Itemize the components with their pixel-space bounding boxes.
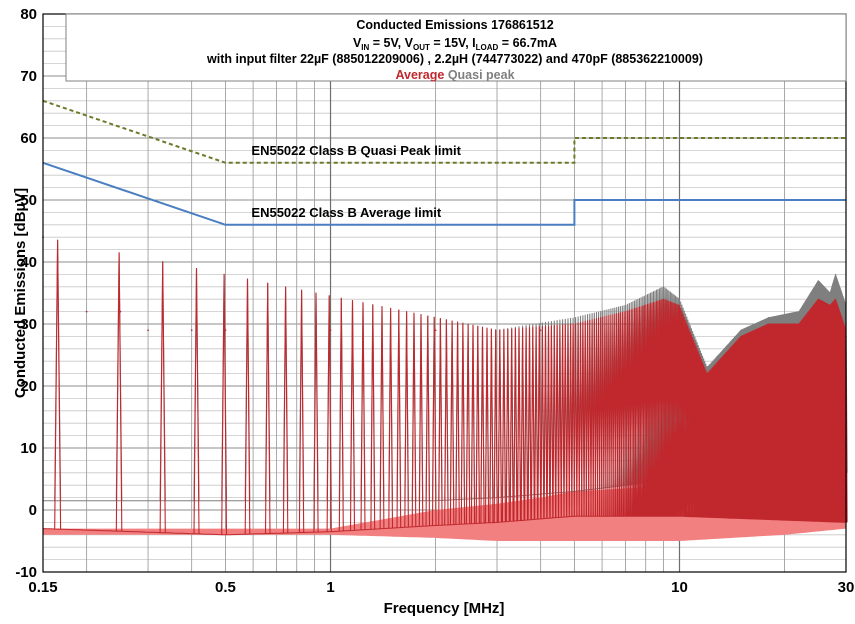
chart-subtitle-filter: with input filter 22µF (885012209006) , … bbox=[206, 52, 703, 66]
series-peak-point bbox=[767, 317, 770, 319]
series-peak-point bbox=[119, 310, 122, 313]
y-tick-label: 50 bbox=[20, 192, 37, 209]
y-axis-title: Conducted Emissions [dBµV] bbox=[12, 188, 29, 398]
limit-label: EN55022 Class B Quasi Peak limit bbox=[251, 143, 461, 158]
y-tick-label: 0 bbox=[29, 502, 37, 519]
series-peak-point bbox=[539, 329, 542, 332]
series-peak-point bbox=[539, 323, 542, 325]
y-tick-label: 70 bbox=[20, 68, 37, 85]
series-peak-point bbox=[678, 310, 681, 313]
series-peak-point bbox=[767, 323, 770, 325]
limit-label: EN55022 Class B Average limit bbox=[251, 205, 441, 220]
series-peak-point bbox=[224, 329, 227, 332]
y-tick-label: 30 bbox=[20, 316, 37, 333]
series-peak-point bbox=[85, 310, 88, 313]
series-peak-point bbox=[190, 329, 193, 332]
legend: Average Quasi peak bbox=[395, 68, 514, 82]
series-peak-point bbox=[662, 304, 665, 307]
series-peak-point bbox=[740, 341, 742, 344]
legend-average: Average bbox=[395, 68, 444, 82]
y-tick-label: 60 bbox=[20, 130, 37, 147]
x-tick-label: 1 bbox=[326, 579, 334, 596]
series-peak-point bbox=[434, 329, 437, 332]
x-tick-label: 0.5 bbox=[215, 579, 236, 596]
series-peak-point bbox=[624, 323, 627, 325]
x-tick-label: 10 bbox=[671, 579, 688, 596]
y-tick-label: 20 bbox=[20, 378, 37, 395]
series-floor-line bbox=[42, 515, 847, 536]
chart-title: Conducted Emissions 176861512 bbox=[356, 18, 553, 32]
x-tick-label: 0.15 bbox=[28, 579, 57, 596]
series-harmonic-spikes bbox=[54, 239, 848, 535]
y-tick-label: -10 bbox=[15, 564, 37, 581]
series-average bbox=[42, 236, 848, 536]
title-box bbox=[65, 13, 847, 82]
series-peak-point bbox=[706, 385, 708, 387]
y-tick-label: 10 bbox=[20, 440, 37, 457]
limit-line bbox=[42, 99, 846, 164]
x-tick-label: 30 bbox=[838, 579, 855, 596]
limit-line bbox=[42, 161, 846, 226]
y-tick-label: 80 bbox=[20, 6, 37, 23]
chart-subtitle-conditions: VIN = 5V, VOUT = 15V, ILOAD = 66.7mA bbox=[353, 36, 557, 52]
limit-lines: EN55022 Class B Quasi Peak limit EN55022 … bbox=[42, 99, 846, 226]
series-peak-point bbox=[817, 317, 820, 319]
y-tick-label: 40 bbox=[20, 254, 37, 271]
series-peak-point bbox=[147, 329, 149, 332]
legend-quasi-peak: Quasi peak bbox=[448, 68, 515, 82]
x-axis-title: Frequency [MHz] bbox=[384, 600, 505, 617]
series-peak-point bbox=[329, 329, 332, 332]
series-layer bbox=[42, 236, 848, 536]
tick-labels: -10 0 10 20 30 40 50 60 70 80 0.15 0.5 1 10 30 bbox=[15, 6, 854, 596]
